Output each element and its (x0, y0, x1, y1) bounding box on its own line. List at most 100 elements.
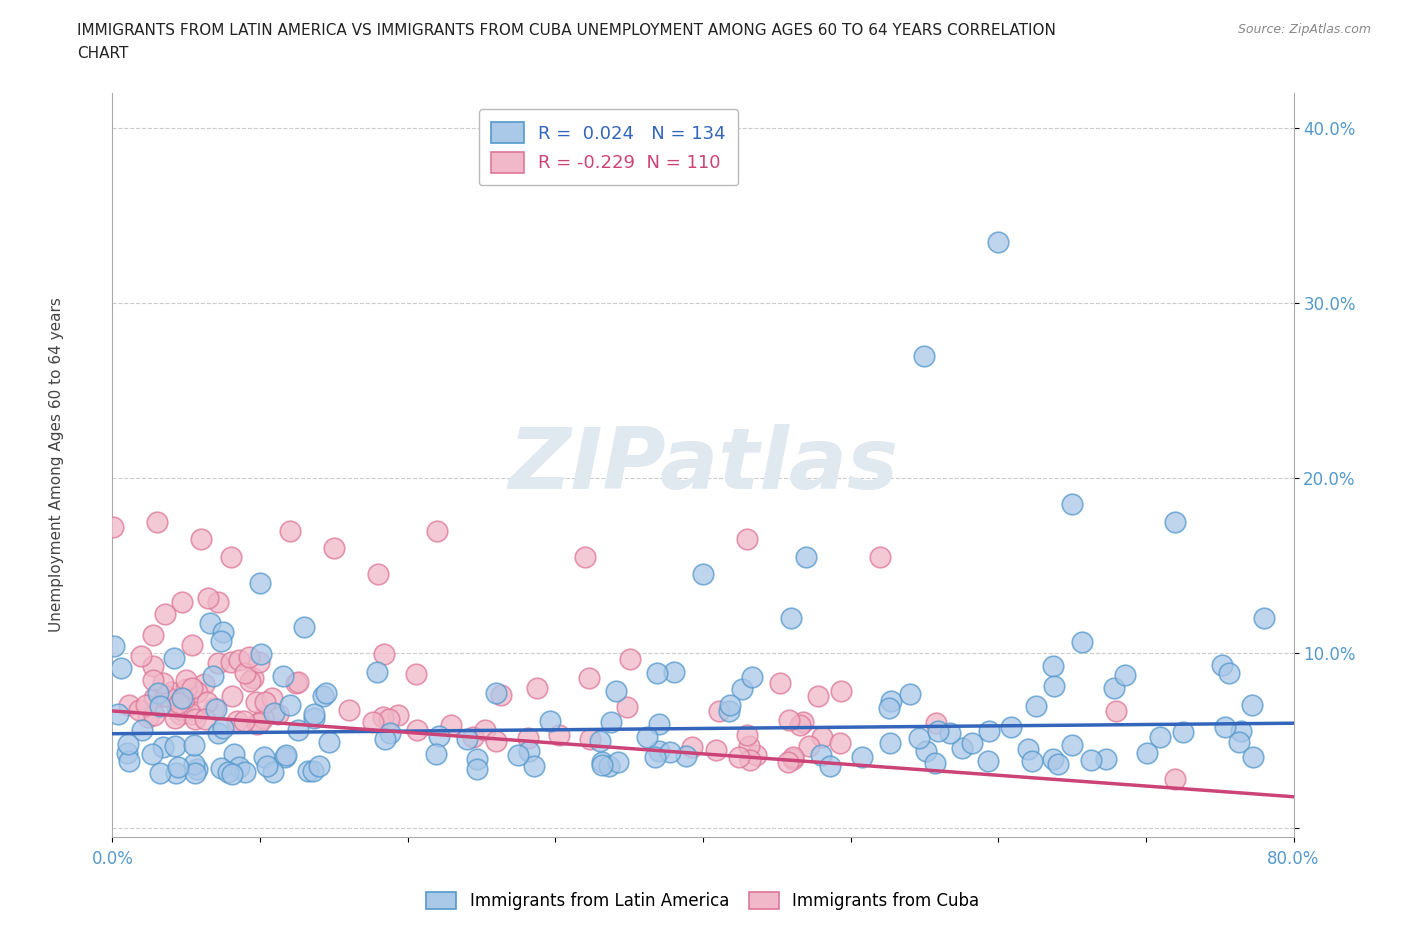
Point (219, 655, 242, 670)
Point (256, 759, 278, 774)
Point (1241, 750, 1264, 764)
Point (118, 753, 141, 768)
Point (287, 674, 309, 689)
Point (718, 703, 741, 718)
Point (201, 669, 224, 684)
Point (252, 711, 274, 725)
Point (1163, 772, 1185, 787)
Point (149, 698, 172, 713)
Point (950, 741, 973, 756)
Point (183, 757, 205, 772)
Point (1021, 753, 1043, 768)
Point (830, 684, 852, 698)
Point (254, 695, 277, 710)
Point (461, 729, 484, 744)
Point (636, 729, 658, 744)
Point (718, 698, 741, 712)
Point (186, 762, 208, 777)
Text: Source: ZipAtlas.com: Source: ZipAtlas.com (1237, 23, 1371, 36)
Point (426, 524, 449, 538)
Point (249, 576, 271, 591)
Point (508, 748, 530, 763)
Point (233, 666, 256, 681)
Point (737, 532, 759, 547)
Point (211, 633, 233, 648)
Point (797, 738, 820, 753)
Point (877, 701, 900, 716)
Point (1042, 751, 1064, 766)
Point (312, 689, 335, 704)
Point (465, 751, 488, 766)
Point (167, 760, 190, 775)
Point (217, 764, 239, 779)
Point (489, 687, 512, 702)
Point (741, 670, 763, 684)
Point (280, 698, 302, 712)
Point (709, 703, 731, 718)
Point (589, 734, 612, 749)
Point (1104, 681, 1126, 696)
Point (1042, 678, 1064, 693)
Point (1062, 497, 1084, 512)
Point (315, 686, 337, 701)
Point (440, 718, 463, 733)
Point (337, 702, 360, 717)
Point (212, 720, 235, 735)
Point (165, 738, 187, 753)
Point (197, 591, 219, 605)
Point (659, 745, 682, 760)
Point (302, 711, 325, 725)
Point (180, 681, 202, 696)
Point (142, 628, 165, 643)
Point (924, 756, 946, 771)
Point (1080, 752, 1102, 767)
Point (474, 723, 496, 737)
Point (142, 672, 165, 687)
Point (176, 682, 198, 697)
Point (681, 740, 703, 755)
Point (380, 725, 402, 740)
Point (167, 696, 190, 711)
Point (374, 731, 396, 746)
Point (249, 646, 271, 661)
Point (744, 748, 766, 763)
Point (1062, 737, 1084, 752)
Point (166, 699, 188, 714)
Point (962, 736, 984, 751)
Point (152, 675, 174, 690)
Point (692, 567, 714, 582)
Point (238, 649, 260, 664)
Point (228, 653, 250, 668)
Point (792, 715, 814, 730)
Point (202, 701, 225, 716)
Point (977, 753, 1000, 768)
Point (194, 711, 217, 726)
Point (115, 745, 138, 760)
Point (851, 750, 873, 764)
Point (908, 730, 931, 745)
Point (377, 711, 399, 726)
Point (221, 688, 243, 703)
Point (898, 686, 921, 701)
Point (1211, 658, 1233, 672)
Point (245, 694, 267, 709)
Point (735, 727, 758, 742)
Point (810, 748, 832, 763)
Point (427, 728, 450, 743)
Point (253, 749, 276, 764)
Point (285, 676, 308, 691)
Point (1017, 742, 1039, 757)
Point (879, 735, 901, 750)
Point (578, 731, 600, 746)
Point (574, 550, 596, 565)
Point (789, 717, 811, 732)
Point (207, 656, 229, 671)
Legend: R =  0.024   N = 134, R = -0.229  N = 110: R = 0.024 N = 134, R = -0.229 N = 110 (478, 110, 738, 185)
Point (523, 758, 546, 773)
Point (600, 714, 623, 729)
Point (212, 625, 235, 640)
Point (1218, 665, 1240, 680)
Point (592, 757, 614, 772)
Text: CHART: CHART (77, 46, 129, 61)
Point (880, 694, 903, 709)
